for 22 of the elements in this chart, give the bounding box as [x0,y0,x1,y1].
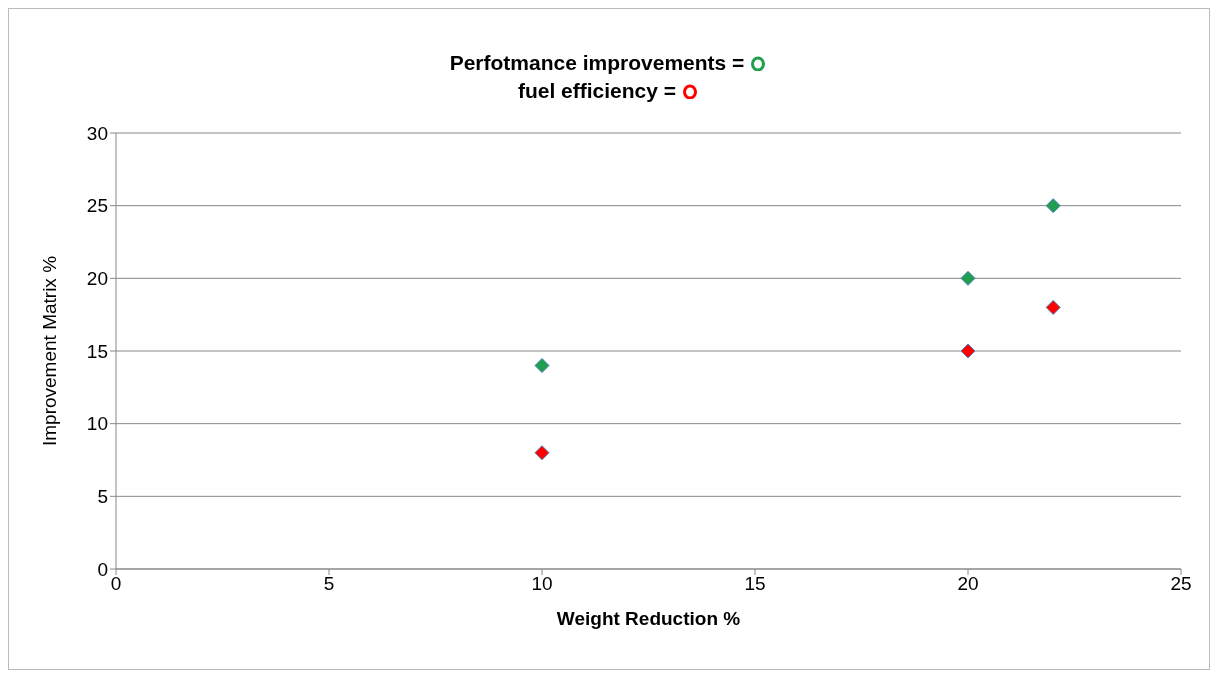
x-tick-label: 25 [1170,573,1192,595]
point [960,343,976,359]
x-tick-label: 15 [744,573,766,595]
legend-label: Perfotmance improvements = [449,51,745,74]
y-tick-label: 20 [86,268,108,290]
point [960,270,976,286]
point [534,445,550,461]
y-tick-label: 5 [97,486,108,508]
y-tick-label: 25 [86,195,108,217]
x-tick-label: 10 [531,573,553,595]
y-axis-title: Improvement Matrix % [38,255,60,447]
legend-label: fuel efficiency = [517,79,677,102]
point [1045,198,1061,214]
y-tick-label: 10 [86,413,108,435]
point [534,358,550,374]
y-tick-label: 15 [86,340,108,362]
x-tick-label: 5 [323,573,335,595]
x-axis-title: Weight Reduction % [556,608,741,629]
point [1045,299,1061,315]
x-tick-label: 20 [957,573,979,595]
y-tick-label: 30 [86,122,108,144]
y-tick-label: 0 [97,558,108,580]
